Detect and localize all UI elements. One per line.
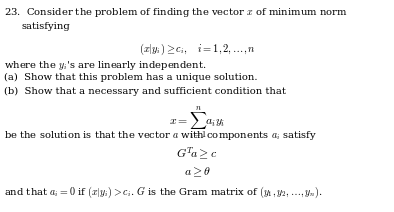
Text: where the $y_i$'s are linearly independent.: where the $y_i$'s are linearly independe… xyxy=(4,59,206,72)
Text: $x = \sum_{i=1}^{n} a_i y_i$: $x = \sum_{i=1}^{n} a_i y_i$ xyxy=(169,105,225,141)
Text: 23.  Consider the problem of finding the vector $x$ of minimum norm: 23. Consider the problem of finding the … xyxy=(4,6,348,19)
Text: satisfying: satisfying xyxy=(22,22,71,31)
Text: $(x|y_i) \geq c_i, \quad i = 1, 2, \ldots, n$: $(x|y_i) \geq c_i, \quad i = 1, 2, \ldot… xyxy=(139,41,255,57)
Text: (a)  Show that this problem has a unique solution.: (a) Show that this problem has a unique … xyxy=(4,73,257,82)
Text: $a \geq \theta$: $a \geq \theta$ xyxy=(184,165,210,179)
Text: and that $a_i = 0$ if $(x|y_i) > c_i$. $G$ is the Gram matrix of $(y_1, y_2, \ld: and that $a_i = 0$ if $(x|y_i) > c_i$. $… xyxy=(4,184,322,200)
Text: $G^T\!a \geq c$: $G^T\!a \geq c$ xyxy=(177,145,217,162)
Text: be the solution is that the vector $a$ with components $a_i$ satisfy: be the solution is that the vector $a$ w… xyxy=(4,129,317,142)
Text: (b)  Show that a necessary and sufficient condition that: (b) Show that a necessary and sufficient… xyxy=(4,87,286,96)
